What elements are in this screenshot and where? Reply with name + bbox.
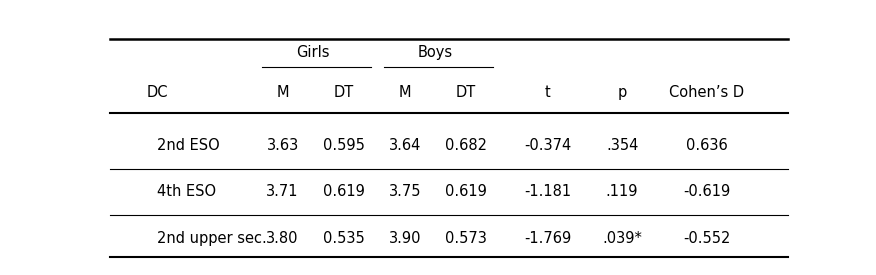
- Text: M: M: [276, 85, 289, 100]
- Text: 3.80: 3.80: [266, 231, 299, 246]
- Text: DC: DC: [146, 85, 168, 100]
- Text: 3.90: 3.90: [389, 231, 421, 246]
- Text: t: t: [545, 85, 550, 100]
- Text: -0.374: -0.374: [524, 138, 571, 153]
- Text: 3.63: 3.63: [266, 138, 299, 153]
- Text: .119: .119: [606, 184, 639, 199]
- Text: 0.682: 0.682: [445, 138, 487, 153]
- Text: Girls: Girls: [296, 45, 330, 60]
- Text: 3.71: 3.71: [266, 184, 299, 199]
- Text: 2nd ESO: 2nd ESO: [157, 138, 220, 153]
- Text: .354: .354: [606, 138, 639, 153]
- Text: M: M: [399, 85, 411, 100]
- Text: 0.619: 0.619: [445, 184, 487, 199]
- Text: -1.181: -1.181: [524, 184, 571, 199]
- Text: -0.552: -0.552: [683, 231, 731, 246]
- Text: DT: DT: [334, 85, 354, 100]
- Text: 0.535: 0.535: [323, 231, 364, 246]
- Text: 0.636: 0.636: [686, 138, 728, 153]
- Text: 0.595: 0.595: [322, 138, 364, 153]
- Text: 0.573: 0.573: [445, 231, 487, 246]
- Text: -0.619: -0.619: [683, 184, 731, 199]
- Text: 3.75: 3.75: [389, 184, 421, 199]
- Text: DT: DT: [456, 85, 476, 100]
- Text: Boys: Boys: [418, 45, 453, 60]
- Text: -1.769: -1.769: [524, 231, 571, 246]
- Text: 3.64: 3.64: [389, 138, 421, 153]
- Text: Cohen’s D: Cohen’s D: [669, 85, 745, 100]
- Text: 4th ESO: 4th ESO: [157, 184, 216, 199]
- Text: .039*: .039*: [602, 231, 642, 246]
- Text: 0.619: 0.619: [322, 184, 364, 199]
- Text: p: p: [618, 85, 626, 100]
- Text: 2nd upper sec.: 2nd upper sec.: [157, 231, 267, 246]
